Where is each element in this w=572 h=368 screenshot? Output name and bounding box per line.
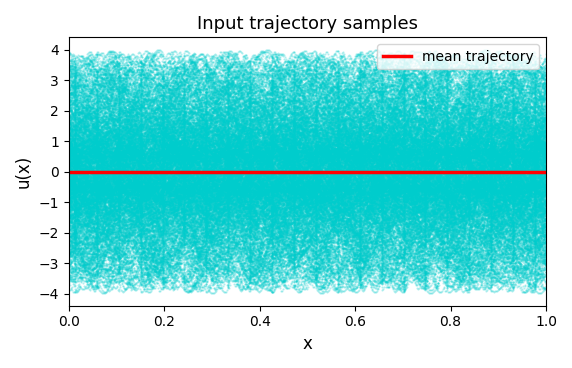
X-axis label: x: x [303, 335, 312, 353]
Legend: mean trajectory: mean trajectory [378, 44, 539, 70]
Y-axis label: u(x): u(x) [15, 155, 33, 188]
Title: Input trajectory samples: Input trajectory samples [197, 15, 418, 33]
